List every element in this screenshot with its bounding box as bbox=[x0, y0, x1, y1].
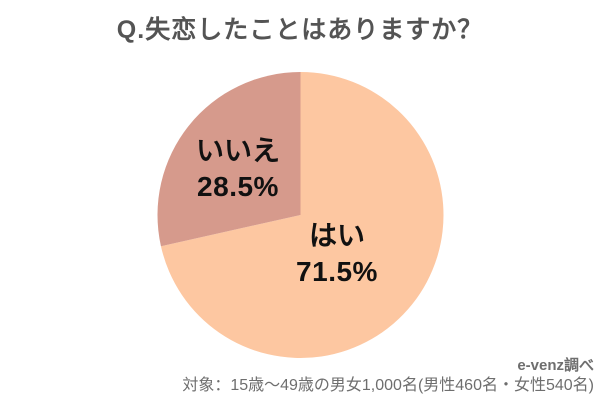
pie-slice-no bbox=[157, 72, 301, 247]
footer: e-venz調べ 対象：15歳〜49歳の男女1,000名(男性460名・女性54… bbox=[182, 356, 594, 397]
slice-value-no: 28.5% bbox=[197, 171, 279, 202]
slice-label-yes: はい 71.5% bbox=[242, 218, 432, 290]
slice-label-no-text: いいえ bbox=[195, 135, 280, 166]
slice-label-no: いいえ 28.5% bbox=[143, 133, 333, 205]
slice-value-yes: 71.5% bbox=[296, 256, 378, 287]
source-credit: e-venz調べ bbox=[517, 357, 594, 374]
slice-label-yes-text: はい bbox=[308, 220, 365, 251]
pie-slice-yes bbox=[160, 72, 444, 358]
page-title: Q.失恋したことはありますか？ bbox=[116, 16, 484, 44]
sample-note: 対象：15歳〜49歳の男女1,000名(男性460名・女性540名) bbox=[182, 377, 594, 394]
